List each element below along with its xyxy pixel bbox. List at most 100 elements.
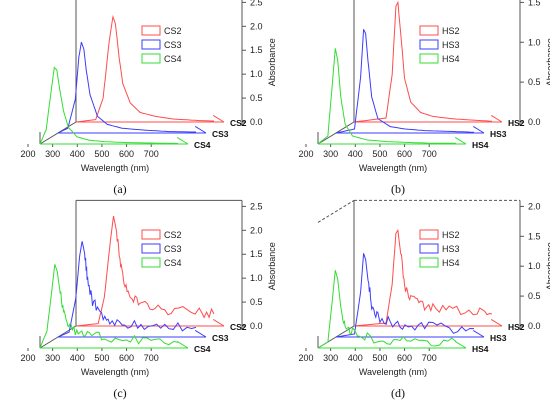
legend-label: HS2 bbox=[442, 230, 460, 240]
legend: HS2 HS3 HS4 bbox=[419, 25, 460, 64]
series-depth-label: HS2 bbox=[508, 322, 525, 332]
series-line-CS3 bbox=[57, 41, 196, 134]
legend-swatch-HS4 bbox=[419, 53, 439, 64]
x-tick-label: 500 bbox=[372, 353, 387, 363]
panel-caption: (d) bbox=[391, 386, 405, 400]
y-tick-label: 2.5 bbox=[250, 201, 263, 211]
legend-label: CS4 bbox=[164, 258, 182, 268]
axes-frame bbox=[27, 0, 246, 147]
x-axis-label: Wavelength (nm) bbox=[81, 367, 149, 377]
x-axis-label: Wavelength (nm) bbox=[359, 163, 427, 173]
series-baseline-end bbox=[212, 318, 225, 327]
y-tick-label: 0.5 bbox=[250, 297, 263, 307]
legend-label: HS4 bbox=[442, 258, 460, 268]
series-depth-label: HS3 bbox=[490, 129, 507, 139]
series-depth-label: HS4 bbox=[472, 344, 489, 354]
series-line-HS3 bbox=[335, 253, 475, 338]
series-line-CS2 bbox=[75, 215, 215, 327]
x-axis-label: Wavelength (nm) bbox=[81, 163, 149, 173]
y-axis-label: Absorbance bbox=[545, 38, 550, 86]
panel-caption: (b) bbox=[391, 182, 405, 196]
series-baseline-end bbox=[454, 340, 467, 349]
x-tick-label: 500 bbox=[94, 149, 109, 159]
series-baseline-end bbox=[472, 125, 485, 134]
series-depth-label: CS4 bbox=[194, 140, 211, 150]
x-tick-label: 400 bbox=[348, 149, 363, 159]
series-line-HS4 bbox=[317, 48, 456, 145]
x-tick-label: 400 bbox=[70, 353, 85, 363]
legend-label: CS2 bbox=[164, 230, 182, 240]
x-tick-label: 600 bbox=[119, 149, 134, 159]
axes-frame bbox=[27, 199, 246, 351]
chart-panel-1: 0.0 0.5 1.0 1.5 2.0 2.5 Absorbance 200 300 400 500… bbox=[20, 0, 277, 196]
dashed-depth-edge bbox=[317, 199, 355, 223]
legend: CS2 CS3 CS4 bbox=[141, 229, 182, 268]
x-tick-label: 200 bbox=[298, 149, 313, 159]
x-tick-label: 300 bbox=[323, 353, 338, 363]
y-axis-label: Absorbance bbox=[267, 242, 277, 290]
x-tick-label: 700 bbox=[422, 353, 437, 363]
y-tick-label: 0.5 bbox=[250, 93, 263, 103]
y-tick-label: 0.5 bbox=[528, 291, 541, 301]
legend: CS2 CS3 CS4 bbox=[141, 25, 182, 64]
legend-label: CS3 bbox=[164, 244, 182, 254]
legend-label: CS4 bbox=[164, 54, 182, 64]
series-baseline-end bbox=[490, 318, 503, 327]
series-baseline-end bbox=[212, 114, 225, 123]
y-tick-label: 1.0 bbox=[250, 273, 263, 283]
series-line-HS2 bbox=[353, 229, 493, 327]
series-line-HS4 bbox=[317, 270, 457, 349]
series-depth-label: HS4 bbox=[472, 140, 489, 150]
y-tick-label: 2.0 bbox=[250, 225, 263, 235]
x-tick-label: 300 bbox=[45, 149, 60, 159]
series-baseline-end bbox=[490, 114, 503, 123]
x-tick-label: 700 bbox=[422, 149, 437, 159]
legend-label: CS3 bbox=[164, 40, 182, 50]
x-axis-label: Wavelength (nm) bbox=[359, 367, 427, 377]
legend-swatch-CS4 bbox=[141, 257, 161, 268]
x-tick-label: 700 bbox=[144, 353, 159, 363]
y-tick-label: 1.5 bbox=[250, 249, 263, 259]
x-tick-label: 600 bbox=[119, 353, 134, 363]
series-baseline-end bbox=[194, 329, 207, 338]
y-tick-label: 1.5 bbox=[250, 45, 263, 55]
y-tick-label: 1.5 bbox=[528, 0, 541, 7]
y-tick-label: 0.0 bbox=[528, 321, 541, 331]
legend-swatch-HS3 bbox=[419, 39, 439, 50]
series-line-HS3 bbox=[335, 29, 475, 134]
series-depth-label: CS3 bbox=[212, 129, 229, 139]
series-depth-label: CS4 bbox=[194, 344, 211, 354]
legend-label: HS3 bbox=[442, 40, 460, 50]
y-tick-label: 1.0 bbox=[528, 37, 541, 47]
series-line-CS4 bbox=[39, 66, 179, 145]
x-tick-label: 600 bbox=[397, 149, 412, 159]
x-tick-label: 700 bbox=[144, 149, 159, 159]
legend-swatch-HS2 bbox=[419, 229, 439, 240]
chart-panel-2: 0.0 0.5 1.0 1.5 Absorbance 200 300 400 500 600 700… bbox=[298, 0, 550, 196]
legend-swatch-HS2 bbox=[419, 25, 439, 36]
y-tick-label: 1.0 bbox=[250, 69, 263, 79]
y-tick-label: 2.0 bbox=[250, 21, 263, 31]
series-depth-label: CS3 bbox=[212, 333, 229, 343]
series-depth-label: HS2 bbox=[508, 118, 525, 128]
legend-swatch-HS3 bbox=[419, 243, 439, 254]
legend-label: HS2 bbox=[442, 26, 460, 36]
series-line-CS4 bbox=[39, 264, 179, 349]
series-depth-label: CS2 bbox=[230, 322, 247, 332]
legend-swatch-CS2 bbox=[141, 25, 161, 36]
series-baseline-end bbox=[176, 340, 189, 349]
x-tick-label: 300 bbox=[45, 353, 60, 363]
y-tick-label: 1.0 bbox=[528, 261, 541, 271]
y-tick-label: 0.0 bbox=[250, 321, 263, 331]
x-tick-label: 200 bbox=[298, 353, 313, 363]
y-tick-label: 0.0 bbox=[528, 117, 541, 127]
legend-label: HS4 bbox=[442, 54, 460, 64]
x-tick-label: 200 bbox=[20, 149, 35, 159]
legend-swatch-CS3 bbox=[141, 39, 161, 50]
legend-label: HS3 bbox=[442, 244, 460, 254]
series-line-CS2 bbox=[75, 14, 214, 123]
panel-caption: (a) bbox=[113, 182, 126, 196]
y-axis-label: Absorbance bbox=[545, 242, 550, 290]
series-line-CS3 bbox=[57, 241, 197, 338]
